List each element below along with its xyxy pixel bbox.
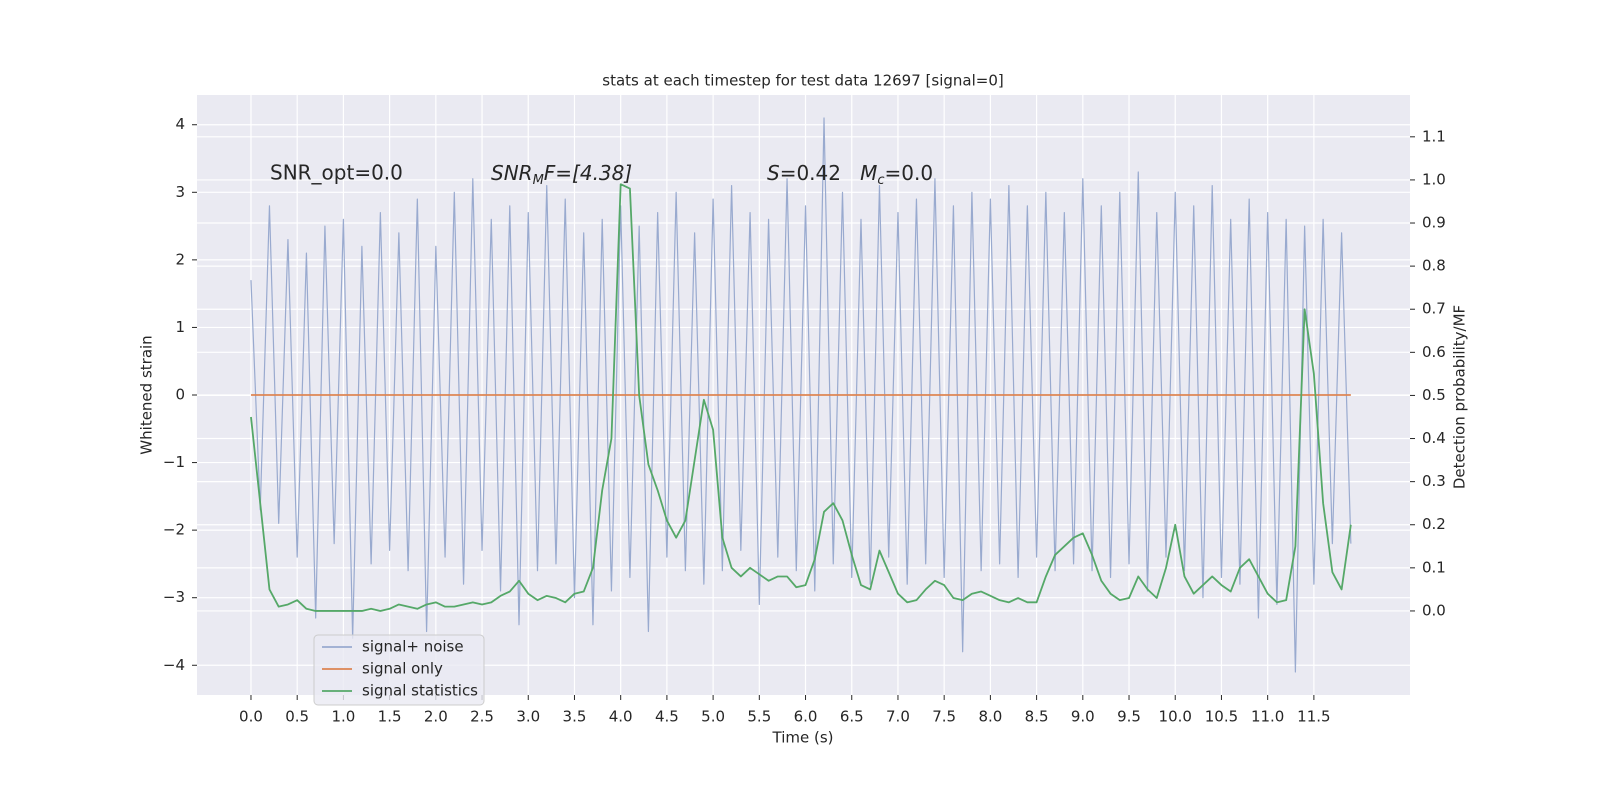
annotation-part: S [767,161,780,185]
x-tick-label: 6.0 [794,708,818,726]
y-tick-label: 2 [175,250,185,268]
x-tick-label: 9.0 [1071,708,1095,726]
y2-tick-label: 0.4 [1422,429,1446,447]
y2-tick-label: 0.7 [1422,300,1446,318]
x-tick-label: 2.0 [424,708,448,726]
x-tick-label: 9.5 [1117,708,1141,726]
y-tick-label: −2 [163,521,185,539]
y2-tick-label: 0.9 [1422,214,1446,232]
annotation-part: M [533,173,544,188]
legend-box [313,634,485,706]
series-line [250,117,1352,673]
y-tick-label: 3 [175,183,185,201]
x-tick-label: 2.5 [470,708,494,726]
x-tick-label: 4.0 [609,708,633,726]
axes: 0.0 0.5 1.0 1.5 2.0 2.5 3.0 3.5 4.0 4.5 5.0 5.5 6.0 6… [163,115,1446,725]
x-tick-label: 1.0 [331,708,355,726]
y-tick-label: −1 [163,453,185,471]
x-tick-label: 7.0 [886,708,910,726]
x-tick-label: 4.5 [655,708,679,726]
x-tick-label: 6.5 [840,708,864,726]
x-tick-label: 11.0 [1251,708,1284,726]
y-tick-label: 4 [175,115,185,133]
y-tick-label: −4 [163,656,185,674]
annotation-part: =0.42 [780,161,860,185]
x-tick-label: 3.0 [516,708,540,726]
annotation-part: M [860,161,877,185]
series-line [250,183,1352,612]
x-tick-label: 10.5 [1205,708,1238,726]
x-tick-label: 5.0 [701,708,725,726]
marks [250,117,1352,673]
y-axis-label: Whitened strain [138,335,156,454]
y2-tick-label: 0.3 [1422,472,1446,490]
x-tick-label: 3.5 [563,708,587,726]
x-tick-label: 8.0 [978,708,1002,726]
y2-axis-label: Detection probability/MF [1451,305,1469,489]
legend-label: signal statistics [362,682,478,700]
y-tick-label: 1 [175,318,185,336]
y-tick-label: −3 [163,588,185,606]
y2-tick-label: 0.0 [1422,601,1446,619]
annotation-part: SNR [491,161,533,185]
x-tick-label: 0.0 [239,708,263,726]
annotation-part: =0.0 [885,161,934,185]
y2-tick-label: 0.6 [1422,343,1446,361]
chart-title: stats at each timestep for test data 126… [602,72,1003,90]
y2-tick-label: 1.1 [1422,127,1446,145]
annotation-part: F=[4.38] [544,161,632,185]
legend: signal+ noise signal only signal statistic… [313,634,485,706]
x-tick-label: 7.5 [932,708,956,726]
y2-tick-label: 0.2 [1422,515,1446,533]
legend-label: signal only [362,660,443,678]
y2-tick-label: 1.0 [1422,170,1446,188]
x-tick-label: 10.0 [1159,708,1192,726]
x-axis-label: Time (s) [772,729,834,747]
x-tick-label: 1.5 [378,708,402,726]
legend-label: signal+ noise [362,638,464,656]
x-tick-label: 8.5 [1025,708,1049,726]
annotation-part: c [877,173,884,188]
x-tick-label: 5.5 [747,708,771,726]
annotation: SNRMF=[4.38] [491,161,632,188]
y2-tick-label: 0.1 [1422,558,1446,576]
y2-tick-label: 0.5 [1422,386,1446,404]
x-tick-label: 0.5 [285,708,309,726]
x-tick-label: 11.5 [1297,708,1330,726]
annotation: S=0.42 Mc=0.0 [767,161,933,188]
y-tick-label: 0 [175,386,185,404]
y2-tick-label: 0.8 [1422,257,1446,275]
annotation: SNR_opt=0.0 [270,161,403,185]
